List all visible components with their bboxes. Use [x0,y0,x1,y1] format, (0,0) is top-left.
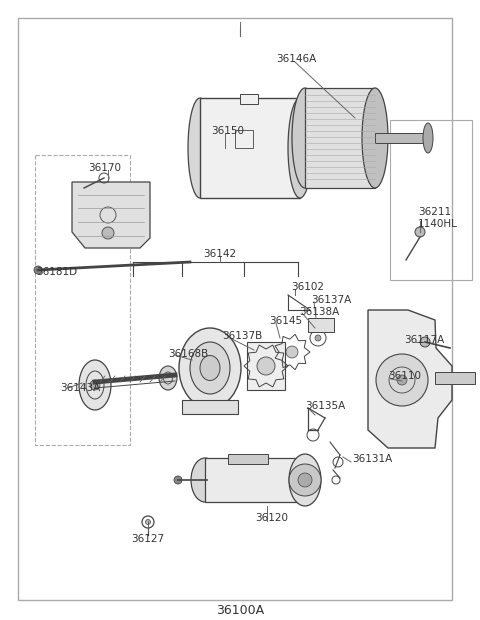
Text: 36102: 36102 [291,282,324,292]
Text: 36145: 36145 [269,316,302,326]
Ellipse shape [288,98,312,198]
Polygon shape [368,310,452,448]
Ellipse shape [179,328,241,408]
Text: 36138A: 36138A [299,307,339,317]
Ellipse shape [188,98,212,198]
Text: 36150: 36150 [212,126,244,136]
Circle shape [102,227,114,239]
Text: 36170: 36170 [88,163,121,173]
Text: 36181D: 36181D [36,267,77,277]
Ellipse shape [289,454,321,506]
Ellipse shape [423,123,433,153]
Bar [375,133,425,143]
Bar [235,130,253,148]
Text: 36143A: 36143A [60,383,100,393]
Bar [205,458,305,502]
Polygon shape [72,182,150,248]
Text: 36142: 36142 [204,249,237,259]
Bar [247,342,285,390]
Circle shape [145,520,151,525]
Text: 36100A: 36100A [216,603,264,616]
Bar [390,120,472,280]
Bar [305,88,375,188]
Text: 36135A: 36135A [305,401,345,411]
Text: 36131A: 36131A [352,454,392,464]
Text: 36117A: 36117A [404,335,444,345]
Bar [435,372,475,384]
Bar [200,98,300,198]
Circle shape [376,354,428,406]
Text: 36110: 36110 [388,371,421,381]
Bar [240,94,258,104]
Circle shape [286,346,298,358]
Circle shape [420,337,430,347]
Text: 36146A: 36146A [276,54,316,64]
Bar [182,400,238,414]
Circle shape [34,266,42,274]
Text: 36127: 36127 [132,534,165,544]
Ellipse shape [159,366,177,390]
Ellipse shape [79,360,111,410]
Text: 36137A: 36137A [311,295,351,305]
Ellipse shape [191,458,219,502]
Text: 36168B: 36168B [168,349,208,359]
Text: 36120: 36120 [255,513,288,523]
Circle shape [397,375,407,385]
Circle shape [174,476,182,484]
Circle shape [315,335,321,341]
Ellipse shape [362,88,388,188]
Ellipse shape [190,342,230,394]
Bar [308,318,334,332]
Circle shape [90,380,100,390]
Ellipse shape [200,355,220,381]
Circle shape [257,357,275,375]
Bar [228,454,268,464]
Text: 36211
1140HL: 36211 1140HL [418,207,458,229]
Circle shape [298,473,312,487]
Ellipse shape [292,88,318,188]
Circle shape [289,464,321,496]
Text: 36137B: 36137B [222,331,262,341]
Circle shape [415,227,425,237]
